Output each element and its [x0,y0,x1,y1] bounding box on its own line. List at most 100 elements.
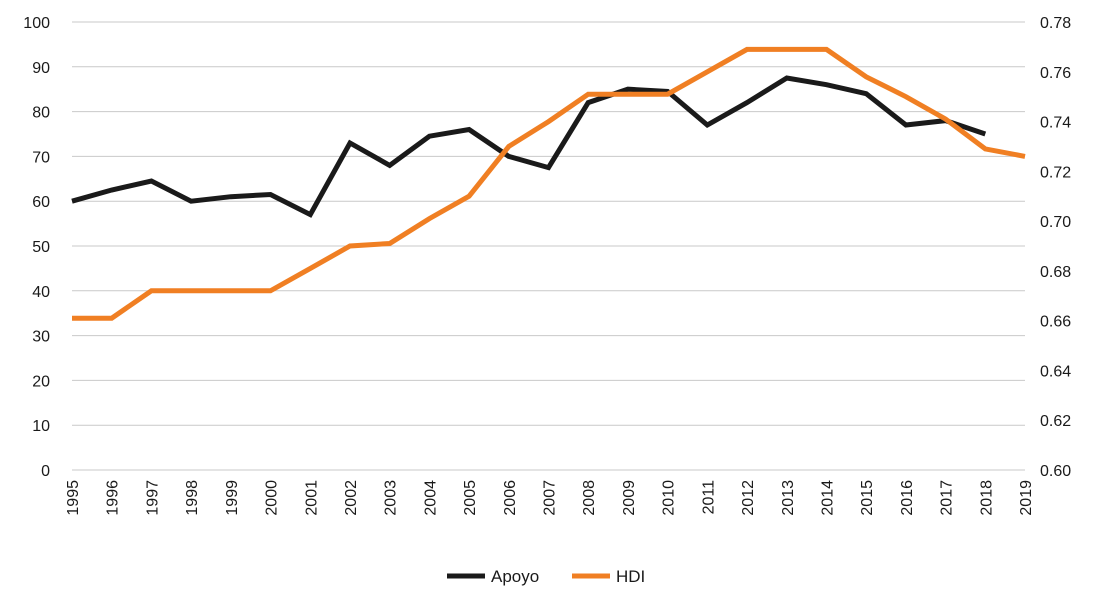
data-point-hdi [506,144,511,149]
data-point-hdi [1023,154,1028,159]
data-point-apoyo [784,76,789,81]
right-y-tick-label: 0.76 [1040,65,1071,82]
x-tick-label: 2010 [661,480,678,516]
left-y-tick-label: 60 [32,194,50,211]
data-point-apoyo [506,154,511,159]
x-tick-label: 2019 [1018,480,1035,516]
x-tick-label: 2011 [700,480,717,515]
right-y-tick-label: 0.78 [1040,15,1071,32]
data-point-hdi [228,288,233,293]
x-tick-label: 2008 [581,480,598,516]
data-point-apoyo [109,188,114,193]
data-point-hdi [983,146,988,151]
data-point-apoyo [824,82,829,87]
x-tick-label: 2001 [303,480,320,516]
data-point-apoyo [625,87,630,92]
data-point-apoyo [864,91,869,96]
data-point-hdi [903,94,908,99]
data-point-hdi [109,316,114,321]
left-y-tick-label: 50 [32,239,50,256]
data-point-apoyo [268,192,273,197]
data-point-apoyo [308,212,313,217]
data-point-hdi [189,288,194,293]
left-y-tick-label: 20 [32,373,50,390]
data-point-hdi [70,316,75,321]
x-tick-label: 1998 [184,480,201,516]
data-point-apoyo [983,132,988,137]
x-tick-label: 1996 [105,480,122,516]
left-y-tick-label: 100 [23,15,50,32]
series-line-apoyo [71,75,987,218]
data-point-apoyo [149,179,154,184]
data-point-apoyo [427,134,432,139]
data-point-apoyo [745,100,750,105]
left-y-tick-label: 0 [41,463,50,480]
right-y-tick-label: 0.60 [1040,463,1071,480]
data-point-hdi [665,92,670,97]
data-point-apoyo [586,100,591,105]
data-point-apoyo [467,127,472,132]
left-y-tick-label: 90 [32,60,50,77]
x-tick-label: 2018 [978,480,995,516]
right-y-tick-label: 0.68 [1040,264,1071,281]
x-tick-label: 2012 [740,480,757,516]
data-point-apoyo [70,199,75,204]
x-tick-label: 2005 [462,480,479,516]
right-y-tick-label: 0.70 [1040,214,1071,231]
x-tick-label: 2003 [383,480,400,516]
data-point-hdi [625,92,630,97]
series-line-hdi [72,46,1026,321]
x-tick-label: 2009 [621,480,638,516]
x-tick-label: 1997 [144,480,161,516]
legend: Apoyo HDI [447,567,645,586]
data-point-apoyo [387,163,392,168]
legend-label-apoyo: Apoyo [491,567,539,586]
data-point-hdi [308,266,313,271]
data-point-hdi [347,244,352,249]
left-y-tick-label: 30 [32,329,50,346]
x-tick-label: 2013 [780,480,797,516]
data-point-hdi [784,47,789,52]
data-point-hdi [387,241,392,246]
x-tick-label: 2017 [939,480,956,516]
data-point-apoyo [903,123,908,128]
right-y-axis: 0.60 0.62 0.64 0.66 0.68 0.70 0.72 0.74 0.76 0.78 [1040,15,1071,480]
legend-label-hdi: HDI [616,567,645,586]
right-y-tick-label: 0.72 [1040,164,1071,181]
data-point-apoyo [228,194,233,199]
data-point-hdi [824,47,829,52]
data-point-hdi [586,92,591,97]
series [70,46,1028,321]
data-point-hdi [427,216,432,221]
data-point-apoyo [705,123,710,128]
x-axis: 1995 1996 1997 1998 1999 2000 2001 2002 2003 2004… [65,480,1035,516]
left-y-tick-label: 80 [32,105,50,122]
right-y-tick-label: 0.66 [1040,314,1071,331]
x-tick-label: 2016 [899,480,916,516]
data-point-hdi [705,69,710,74]
data-point-hdi [546,119,551,124]
data-point-hdi [745,47,750,52]
data-point-apoyo [546,165,551,170]
data-point-hdi [268,288,273,293]
x-tick-label: 2007 [542,480,559,516]
right-y-tick-label: 0.62 [1040,413,1071,430]
left-y-axis: 0 10 20 30 40 50 60 70 80 90 100 [23,15,50,480]
x-tick-label: 2002 [343,480,360,516]
x-tick-label: 2014 [819,480,836,516]
data-point-apoyo [189,199,194,204]
left-y-tick-label: 40 [32,284,50,301]
x-tick-label: 2000 [264,480,281,516]
right-y-tick-label: 0.64 [1040,363,1071,380]
x-tick-label: 2006 [502,480,519,516]
left-y-tick-label: 10 [32,418,50,435]
data-point-hdi [943,117,948,122]
x-tick-label: 1995 [65,480,82,516]
data-point-apoyo [347,140,352,145]
data-point-hdi [149,288,154,293]
x-tick-label: 1999 [224,480,241,516]
data-point-hdi [864,74,869,79]
grid [72,21,1025,471]
x-tick-label: 2004 [422,480,439,516]
